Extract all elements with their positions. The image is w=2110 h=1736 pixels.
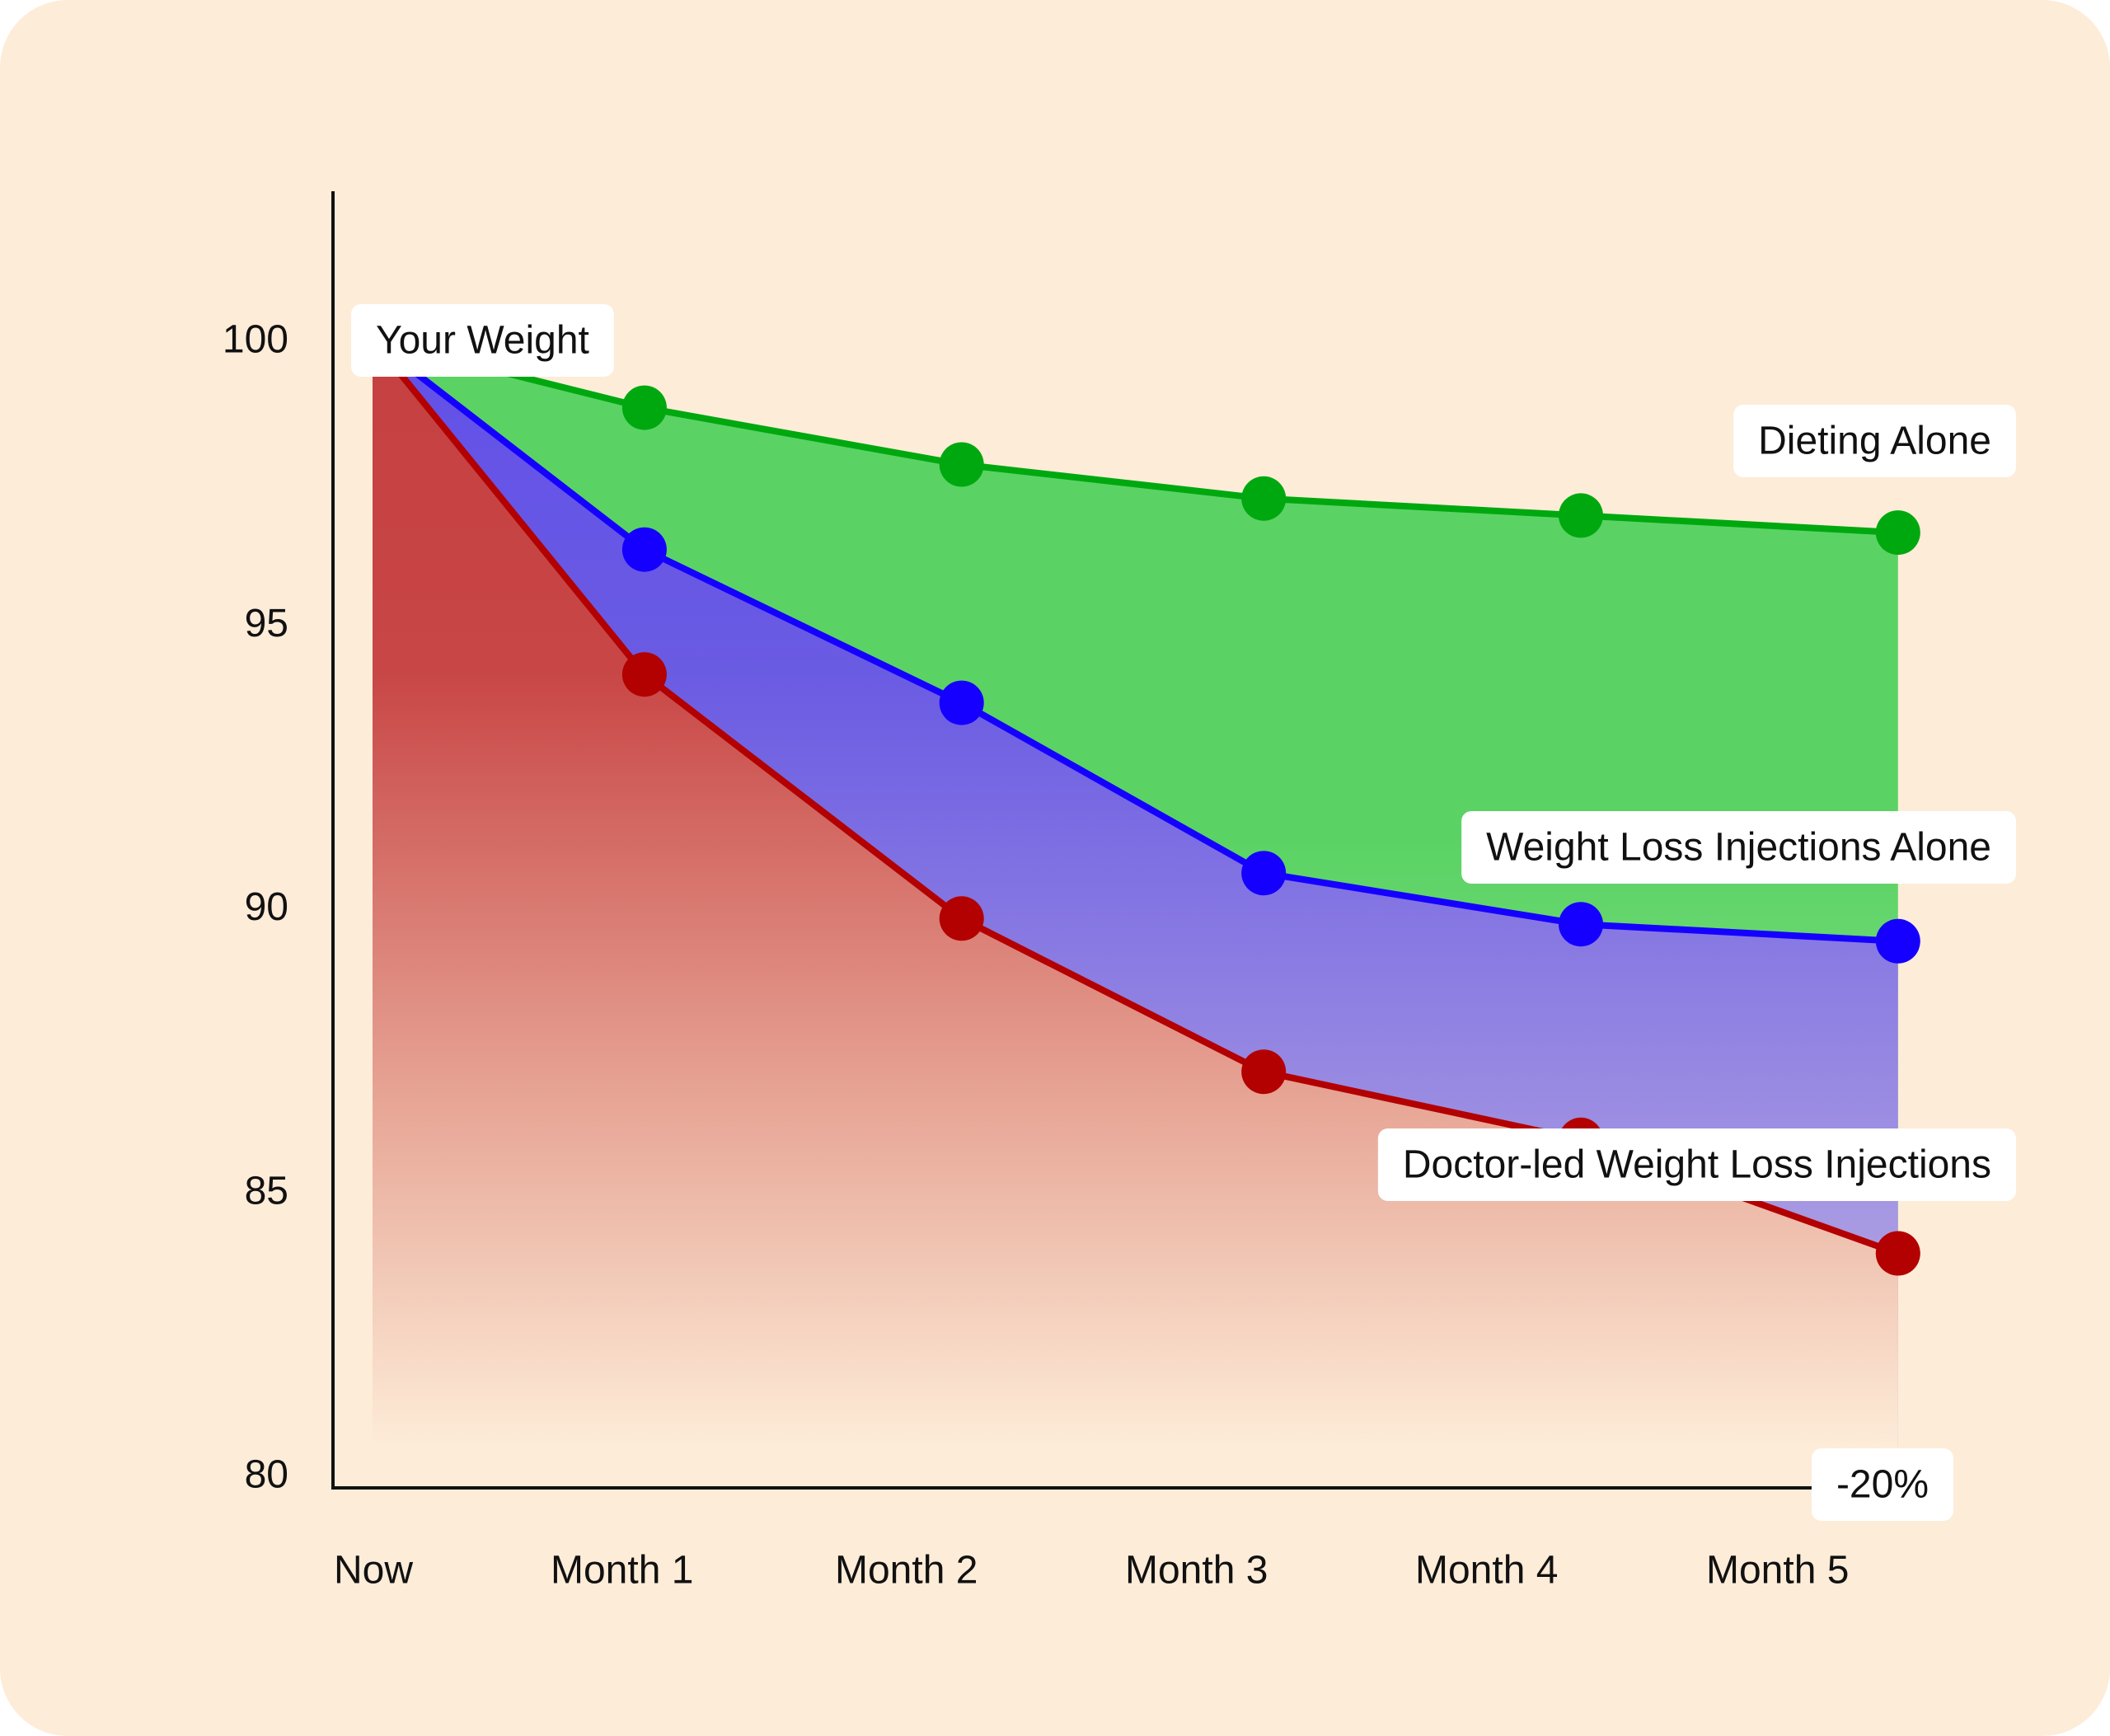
point-weight-loss-injections-alone-month-1 [621, 527, 667, 572]
point-dieting-alone-month-3 [1241, 476, 1287, 521]
point-dieting-alone-month-4 [1559, 493, 1603, 538]
dieting-alone-callout: Dieting Alone [1733, 405, 2016, 477]
x-tick-label-month-4: Month 4 [1415, 1549, 1558, 1593]
callouts: Your Weight Dieting Alone Weight Loss Inje… [351, 304, 2016, 1521]
y-tick-label-80: 80 [245, 1453, 288, 1497]
point-weight-loss-injections-alone-month-4 [1559, 902, 1603, 947]
minus-twenty-percent-callout-box [1811, 1448, 1953, 1521]
line-weight-loss-injections-alone [369, 336, 1901, 945]
y-tick-labels: 80 85 90 95 100 [223, 318, 288, 1497]
point-dieting-alone-month-1 [621, 385, 667, 430]
point-doctor-led-weight-loss-injections-month-3 [1241, 1049, 1287, 1095]
point-weight-loss-injections-alone-month-3 [1241, 851, 1287, 896]
y-tick-label-85: 85 [245, 1169, 288, 1213]
x-tick-label-month-5: Month 5 [1706, 1549, 1849, 1593]
doctor-led-callout-text: Doctor-led Weight Loss Injections [1403, 1143, 1991, 1187]
point-doctor-led-weight-loss-injections-month-5 [1875, 1231, 1920, 1276]
injections-alone-callout: Weight Loss Injections Alone [1461, 811, 2016, 884]
doctor-led-callout: Doctor-led Weight Loss Injections [1377, 1128, 2016, 1201]
point-dieting-alone-month-2 [939, 442, 984, 487]
point-doctor-led-weight-loss-injections-month-1 [621, 652, 667, 697]
x-tick-label-month-2: Month 2 [835, 1549, 978, 1593]
point-doctor-led-weight-loss-injections-month-2 [939, 896, 984, 941]
injections-alone-callout-text: Weight Loss Injections Alone [1486, 826, 1991, 870]
minus-twenty-percent-callout: -20% [1811, 1448, 1953, 1521]
doctor-led-callout-box [1377, 1128, 2016, 1201]
y-tick-label-95: 95 [245, 602, 288, 645]
injections-alone-callout-box [1461, 811, 2016, 884]
x-tick-label-month-1: Month 1 [551, 1549, 693, 1593]
point-dieting-alone-month-5 [1875, 510, 1920, 556]
x-tick-labels: Now Month 1 Month 2 Month 3 Month 4 Month 5 [334, 1549, 1849, 1593]
point-weight-loss-injections-alone-month-2 [939, 680, 984, 725]
series-areas [373, 340, 1898, 1447]
minus-twenty-percent-callout-text: -20% [1836, 1463, 1929, 1507]
your-weight-callout-box [351, 304, 614, 377]
line-dieting-alone [369, 336, 1901, 537]
your-weight-callout-text: Your Weight [376, 319, 589, 363]
y-tick-label-90: 90 [245, 885, 288, 929]
your-weight-callout: Your Weight [351, 304, 614, 377]
x-tick-label-now: Now [334, 1549, 413, 1593]
axes [331, 191, 1831, 1490]
y-tick-label-100: 100 [223, 318, 288, 362]
dieting-alone-callout-text: Dieting Alone [1758, 420, 1991, 463]
dieting-alone-callout-box [1733, 405, 2016, 477]
point-weight-loss-injections-alone-month-5 [1875, 918, 1920, 964]
x-tick-label-month-3: Month 3 [1125, 1549, 1268, 1593]
